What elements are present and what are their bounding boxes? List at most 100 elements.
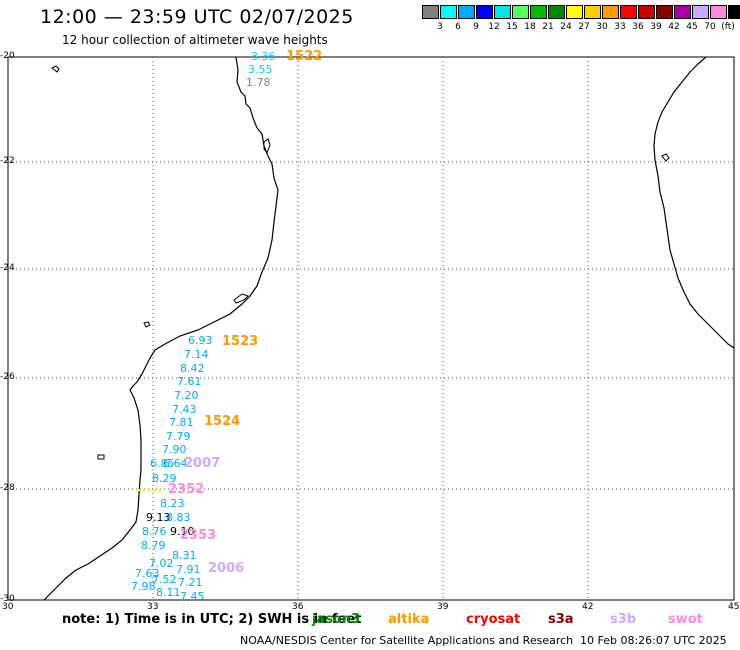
color-scale-label: 39 bbox=[650, 22, 662, 32]
longitude-tick: 42 bbox=[582, 602, 594, 612]
island-shape bbox=[143, 321, 151, 328]
satellite-legend-item: jason3 bbox=[312, 612, 361, 627]
color-swatch bbox=[476, 5, 493, 19]
wave-height-value: 3.55 bbox=[248, 63, 273, 76]
satellite-legend-item: s3b bbox=[610, 612, 637, 627]
island-shape bbox=[661, 153, 670, 162]
wave-height-value: 8.42 bbox=[180, 362, 205, 375]
wave-height-value: 9.13 bbox=[146, 511, 171, 524]
wave-height-value: 9.10 bbox=[170, 525, 195, 538]
map-subtitle: 12 hour collection of altimeter wave hei… bbox=[62, 33, 328, 47]
color-scale-label: 6 bbox=[455, 22, 461, 32]
color-swatch bbox=[440, 5, 457, 19]
satellite-legend-item: s3a bbox=[548, 612, 574, 627]
footer-note: note: 1) Time is in UTC; 2) SWH is in fe… bbox=[62, 612, 362, 627]
color-swatch bbox=[512, 5, 529, 19]
satellite-legend-item: cryosat bbox=[466, 612, 521, 627]
color-scale-label: 15 bbox=[506, 22, 518, 32]
color-swatch bbox=[584, 5, 601, 19]
color-swatch bbox=[548, 5, 565, 19]
color-scale-label: 21 bbox=[542, 22, 554, 32]
wave-height-value: 7.90 bbox=[162, 443, 187, 456]
wave-height-value: 7.52 bbox=[152, 573, 177, 586]
wave-height-value: 6.64 bbox=[163, 457, 188, 470]
color-swatch bbox=[566, 5, 583, 19]
wave-height-value: 8.23 bbox=[160, 497, 185, 510]
color-scale-label: 30 bbox=[596, 22, 608, 32]
longitude-tick: 39 bbox=[437, 602, 449, 612]
wave-height-value: 7.43 bbox=[172, 403, 197, 416]
color-scale-label: 33 bbox=[614, 22, 626, 32]
color-swatch bbox=[674, 5, 691, 19]
color-swatch bbox=[458, 5, 475, 19]
latitude-tick: -28 bbox=[0, 483, 15, 493]
island-shape bbox=[51, 65, 60, 73]
longitude-tick: 45 bbox=[728, 602, 740, 612]
wave-height-value: 6.85 bbox=[150, 457, 175, 470]
wave-height-value: 6.93 bbox=[188, 334, 213, 347]
wave-height-value: 1.78 bbox=[246, 76, 271, 89]
wave-height-value: 7.79 bbox=[166, 430, 191, 443]
wave-height-value: 8.76 bbox=[142, 525, 167, 538]
pass-label: 2353 bbox=[180, 528, 217, 543]
latitude-tick: -24 bbox=[0, 263, 15, 273]
pass-label: 1522 bbox=[286, 49, 323, 64]
madagascar-coastline bbox=[653, 56, 735, 349]
lake-shape bbox=[263, 138, 271, 155]
longitude-tick: 33 bbox=[147, 602, 159, 612]
color-swatch bbox=[602, 5, 619, 19]
wave-height-value: 3.36 bbox=[251, 50, 276, 63]
color-scale-label: 12 bbox=[488, 22, 500, 32]
wave-height-value: 8.83 bbox=[166, 511, 191, 524]
wave-height-value: 8.31 bbox=[172, 549, 197, 562]
wave-height-value: 7.98 bbox=[131, 580, 156, 593]
mozambique-coastline bbox=[43, 56, 279, 601]
wave-height-value: 8.29 bbox=[152, 472, 177, 485]
satellite-legend-item: altika bbox=[388, 612, 430, 627]
wave-height-value: 8.11 bbox=[156, 586, 181, 599]
credit-line: NOAA/NESDIS Center for Satellite Applica… bbox=[240, 634, 574, 647]
color-scale-label: 27 bbox=[578, 22, 590, 32]
color-scale-label: (ft) bbox=[721, 22, 735, 32]
latitude-tick: -26 bbox=[0, 372, 15, 382]
wave-height-value: 7.20 bbox=[174, 389, 199, 402]
color-swatch bbox=[620, 5, 637, 19]
wave-height-value: 7.14 bbox=[184, 348, 209, 361]
pass-label: 1524 bbox=[204, 414, 241, 429]
latitude-tick: -30 bbox=[0, 594, 15, 604]
wave-height-value: 7.61 bbox=[177, 375, 202, 388]
map-frame bbox=[7, 56, 735, 601]
wave-height-value: 7.91 bbox=[176, 563, 201, 576]
latitude-tick: -22 bbox=[0, 156, 15, 166]
color-swatch bbox=[422, 5, 439, 19]
color-swatch bbox=[692, 5, 709, 19]
satellite-legend-item: swot bbox=[668, 612, 703, 627]
wave-height-value: 8.79 bbox=[141, 539, 166, 552]
wave-height-color-scale bbox=[422, 5, 740, 19]
pass-label: 2007 bbox=[184, 456, 221, 471]
wave-height-value: 7.02 bbox=[149, 557, 174, 570]
color-scale-labels: 3 6 9 12 15 18 21 24 27 30 33 36 39 42 45 70 (ft) bbox=[422, 22, 740, 34]
color-swatch bbox=[728, 5, 740, 19]
latitude-tick: -20 bbox=[0, 51, 15, 61]
color-swatch bbox=[710, 5, 727, 19]
color-scale-label: 36 bbox=[632, 22, 644, 32]
longitude-tick: 30 bbox=[2, 602, 14, 612]
wave-height-value: 7.81 bbox=[169, 416, 194, 429]
color-scale-label: 18 bbox=[524, 22, 536, 32]
color-swatch bbox=[494, 5, 511, 19]
color-scale-label: 24 bbox=[560, 22, 572, 32]
generated-timestamp: 10 Feb 08:26:07 UTC 2025 bbox=[580, 634, 727, 647]
map-grid bbox=[8, 57, 734, 600]
wave-height-value: 7.45 bbox=[180, 590, 205, 603]
color-scale-label: 45 bbox=[686, 22, 698, 32]
pass-label: 2006 bbox=[208, 561, 245, 576]
color-swatch bbox=[638, 5, 655, 19]
color-swatch bbox=[530, 5, 547, 19]
lake-shape bbox=[233, 293, 249, 304]
color-swatch bbox=[656, 5, 673, 19]
color-scale-label: 70 bbox=[704, 22, 716, 32]
longitude-tick: 36 bbox=[292, 602, 304, 612]
wave-height-value: 7.21 bbox=[178, 576, 203, 589]
